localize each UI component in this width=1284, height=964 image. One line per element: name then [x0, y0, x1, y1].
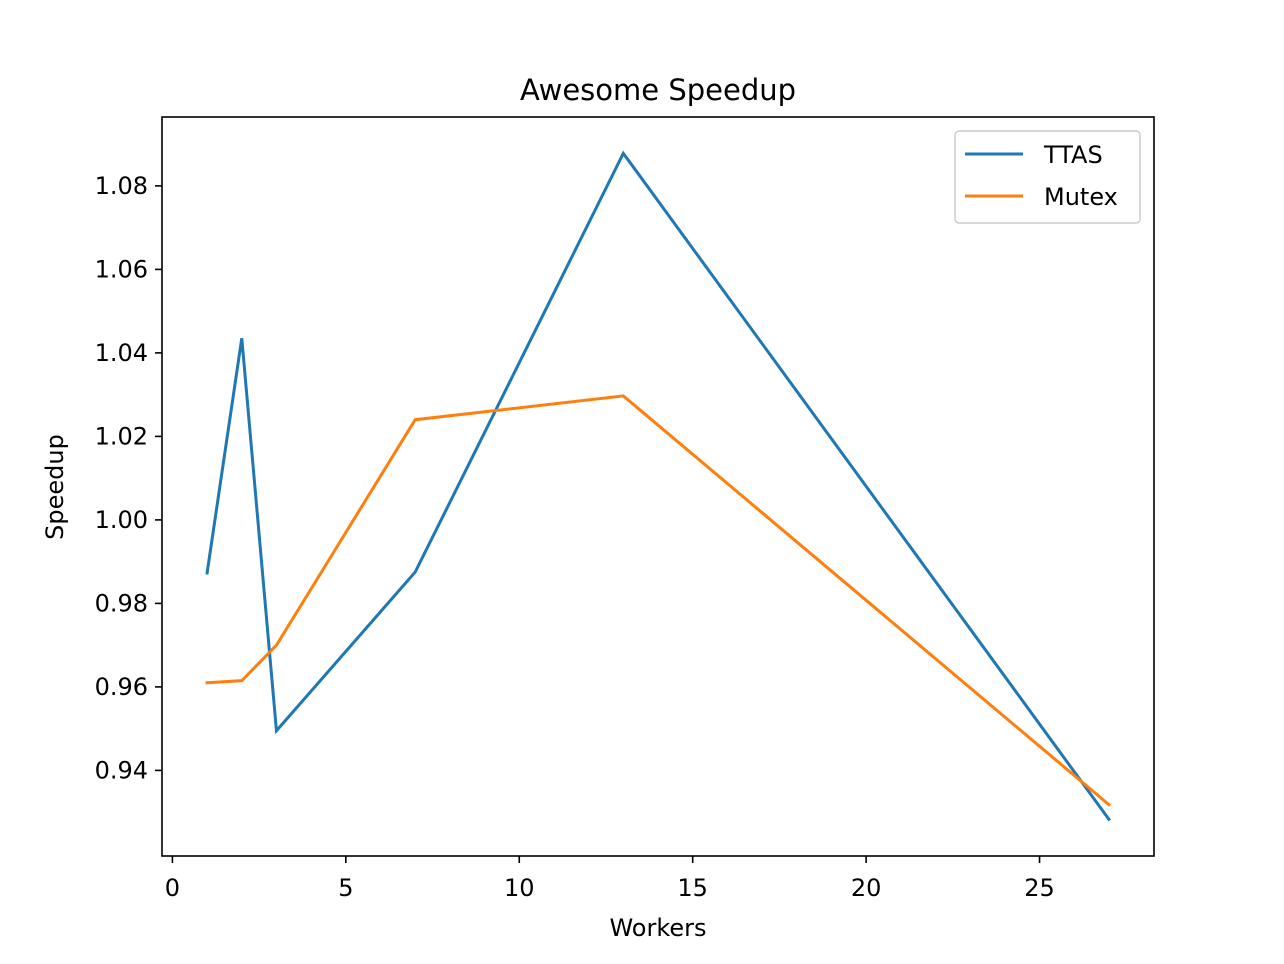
- y-tick-label: 1.00: [95, 506, 148, 534]
- legend-label-ttas: TTAS: [1043, 141, 1103, 169]
- plot-lines: [205, 150, 1112, 822]
- y-tick-label: 0.98: [95, 589, 148, 617]
- y-axis-label: Speedup: [41, 434, 69, 540]
- legend-entries: TTAS Mutex: [965, 141, 1118, 211]
- x-axis-ticks: 0 5 10 15 20 25: [165, 856, 1055, 902]
- x-axis-label: Workers: [609, 914, 706, 942]
- legend-label-mutex: Mutex: [1044, 183, 1118, 211]
- x-tick-label: 15: [677, 874, 708, 902]
- plot-frame: [161, 116, 1155, 857]
- series-line-mutex: [205, 394, 1112, 807]
- chart-title: Awesome Speedup: [520, 73, 796, 107]
- y-tick-label: 1.08: [95, 172, 148, 200]
- legend: TTAS Mutex: [954, 130, 1141, 224]
- x-tick-label: 5: [338, 874, 353, 902]
- x-tick-label: 0: [165, 874, 180, 902]
- y-tick-label: 0.94: [95, 756, 148, 784]
- series-line-ttas: [205, 150, 1112, 822]
- y-tick-label: 1.04: [95, 339, 148, 367]
- y-tick-label: 0.96: [95, 673, 148, 701]
- y-axis-ticks: 0.94 0.96 0.98 1.00 1.02 1.04 1.06 1.08: [95, 172, 162, 784]
- x-tick-label: 25: [1024, 874, 1055, 902]
- y-tick-label: 1.06: [95, 255, 148, 283]
- x-tick-label: 20: [851, 874, 882, 902]
- x-tick-label: 10: [504, 874, 535, 902]
- y-tick-label: 1.02: [95, 422, 148, 450]
